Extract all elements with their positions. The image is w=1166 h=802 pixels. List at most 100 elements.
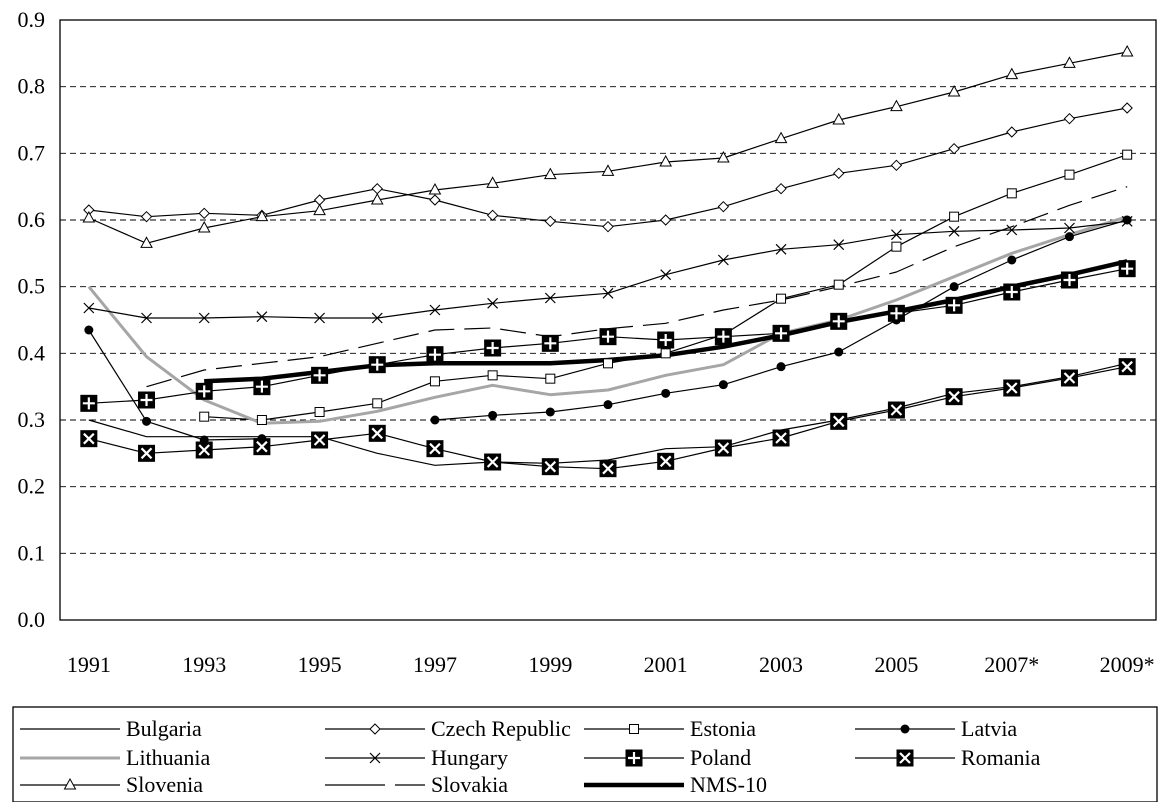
series-markers-poland bbox=[80, 260, 1136, 412]
data-point bbox=[830, 312, 848, 330]
data-point bbox=[776, 293, 787, 304]
data-point bbox=[195, 441, 213, 459]
data-point bbox=[63, 777, 77, 790]
series-line-lithuania bbox=[87, 215, 1128, 425]
data-point bbox=[659, 154, 673, 167]
legend-label: Slovenia bbox=[126, 772, 203, 797]
series-line-nms-10 bbox=[204, 259, 1128, 384]
data-point bbox=[83, 302, 95, 314]
legend-item-estonia: Estonia bbox=[584, 716, 756, 741]
legend-item-poland: Poland bbox=[584, 745, 751, 770]
data-point bbox=[1064, 169, 1075, 180]
data-point bbox=[1007, 255, 1017, 265]
data-point bbox=[142, 416, 152, 426]
y-tick-label: 0.4 bbox=[18, 340, 46, 365]
data-point bbox=[1003, 283, 1021, 301]
data-point bbox=[891, 241, 902, 252]
data-point bbox=[371, 182, 383, 195]
data-point bbox=[253, 438, 271, 456]
data-point bbox=[774, 131, 788, 144]
data-point bbox=[82, 210, 96, 223]
data-point bbox=[1118, 260, 1136, 278]
data-point bbox=[369, 723, 381, 735]
x-tick-label: 2003 bbox=[759, 652, 803, 677]
data-point bbox=[1006, 224, 1018, 236]
data-point bbox=[657, 331, 675, 349]
x-tick-label: 1997 bbox=[413, 652, 457, 677]
data-point bbox=[484, 339, 502, 357]
x-tick-label: 2007* bbox=[984, 652, 1039, 677]
legend-label: Romania bbox=[961, 745, 1041, 770]
data-point bbox=[1121, 102, 1133, 114]
data-point bbox=[603, 400, 613, 410]
data-point bbox=[603, 358, 613, 369]
data-point bbox=[599, 460, 617, 478]
x-axis-tick-labels: 1991 1993 1995 1997 1999 2001 2003 2005 2007* 200… bbox=[67, 652, 1155, 677]
data-point bbox=[80, 430, 98, 448]
data-point bbox=[947, 84, 961, 97]
data-point bbox=[1120, 44, 1134, 57]
data-point bbox=[1060, 271, 1078, 289]
data-point bbox=[657, 452, 675, 470]
data-point bbox=[372, 398, 383, 409]
data-point bbox=[602, 220, 614, 233]
data-point bbox=[371, 312, 383, 324]
y-tick-label: 0.9 bbox=[18, 7, 46, 32]
legend-label: Latvia bbox=[961, 716, 1017, 741]
series-markers-hungary bbox=[83, 215, 1133, 324]
data-point bbox=[141, 312, 152, 324]
series-line-slovakia bbox=[146, 186, 1128, 388]
data-point bbox=[1006, 188, 1017, 199]
data-point bbox=[832, 112, 846, 125]
data-point bbox=[1005, 67, 1019, 80]
data-point bbox=[256, 311, 268, 323]
data-point bbox=[772, 324, 790, 342]
series-line-estonia bbox=[204, 154, 1128, 421]
y-tick-label: 0.5 bbox=[18, 274, 46, 299]
data-point bbox=[717, 254, 729, 266]
data-point bbox=[890, 159, 903, 172]
data-point bbox=[601, 164, 615, 176]
data-point bbox=[138, 444, 156, 462]
x-tick-label: 2001 bbox=[644, 652, 688, 677]
plot-area-border bbox=[59, 19, 1157, 621]
data-point bbox=[256, 415, 267, 425]
data-point bbox=[660, 348, 671, 359]
y-tick-label: 0.7 bbox=[18, 140, 46, 165]
data-point bbox=[775, 243, 787, 255]
data-point bbox=[1064, 232, 1074, 242]
y-axis-tick-labels: 0.0 0.1 0.2 0.3 0.4 0.5 0.6 0.7 0.8 0.9 bbox=[18, 7, 46, 632]
data-point bbox=[887, 304, 905, 322]
y-tick-label: 0.8 bbox=[18, 74, 46, 99]
data-point bbox=[544, 215, 557, 228]
data-point bbox=[486, 209, 499, 222]
data-point bbox=[714, 328, 732, 346]
data-point bbox=[199, 411, 210, 422]
data-point bbox=[775, 182, 787, 195]
data-point bbox=[625, 749, 643, 767]
y-tick-label: 0.2 bbox=[18, 474, 46, 499]
data-point bbox=[717, 200, 730, 213]
data-point bbox=[602, 287, 614, 299]
series-markers-estonia bbox=[199, 149, 1133, 425]
data-point bbox=[1064, 222, 1075, 234]
data-point bbox=[370, 192, 384, 205]
legend-item-latvia: Latvia bbox=[855, 716, 1017, 741]
y-tick-label: 0.0 bbox=[18, 607, 46, 632]
data-point bbox=[833, 167, 845, 180]
legend-label: Czech Republic bbox=[431, 716, 571, 741]
data-point bbox=[661, 388, 671, 398]
data-point bbox=[140, 210, 153, 223]
data-point bbox=[659, 214, 672, 226]
data-point bbox=[945, 388, 963, 406]
data-point bbox=[544, 292, 556, 304]
data-point bbox=[311, 366, 329, 384]
legend-item-lithuania: Lithuania bbox=[20, 745, 211, 770]
x-tick-label: 1995 bbox=[298, 652, 342, 677]
legend-item-romania: Romania bbox=[855, 745, 1041, 770]
legend: Bulgaria Czech Republic Estonia Latvia Lithu… bbox=[20, 716, 1041, 797]
data-point bbox=[833, 279, 844, 290]
data-point bbox=[368, 424, 386, 442]
data-point bbox=[599, 328, 617, 346]
data-point bbox=[545, 407, 555, 417]
